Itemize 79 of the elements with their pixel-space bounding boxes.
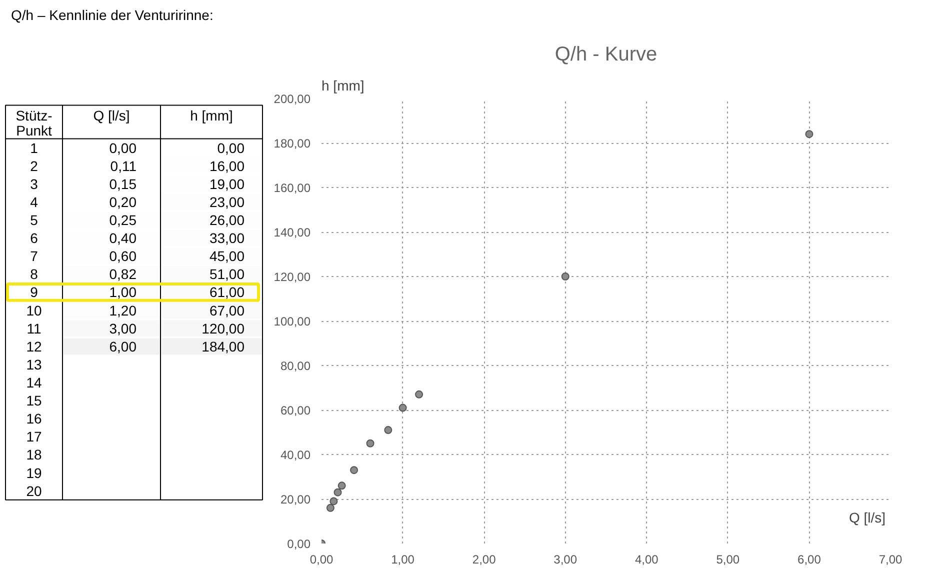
data-label: 6,00 bbox=[109, 338, 137, 354]
data-label: 19,00 bbox=[209, 176, 245, 192]
chart-title: Q/h - Kurve bbox=[554, 44, 658, 66]
data-label: 0,20 bbox=[109, 194, 137, 210]
y-tick-label: 17 bbox=[26, 428, 42, 445]
y-tick-label: 9 bbox=[30, 284, 38, 300]
x-tick-label: 5,00 bbox=[716, 552, 740, 566]
data-label: 26,00 bbox=[209, 212, 245, 228]
y-tick-label: 40,00 bbox=[280, 448, 311, 462]
y-tick-label: 20,00 bbox=[280, 492, 311, 506]
data-label: 120,00 bbox=[202, 320, 245, 336]
data-label: 0,40 bbox=[109, 230, 137, 246]
y-tick-label: 20 bbox=[26, 482, 42, 499]
x-tick-label: 2,00 bbox=[472, 552, 496, 566]
y-tick-label: 12 bbox=[26, 338, 42, 354]
data-label: 33,00 bbox=[209, 230, 245, 246]
y-tick-label: 11 bbox=[26, 320, 42, 336]
data-label: 0,00 bbox=[217, 140, 245, 156]
y-tick-label: 140,00 bbox=[274, 226, 311, 240]
y-tick-label: 6 bbox=[30, 230, 38, 246]
data-label: 0,60 bbox=[109, 248, 137, 264]
point bbox=[384, 426, 392, 434]
data-label: 0,25 bbox=[109, 212, 137, 228]
y-tick-label: 5 bbox=[30, 212, 38, 228]
y-tick-label: 120,00 bbox=[274, 270, 311, 284]
y-tick-label: 15 bbox=[26, 392, 42, 409]
x-tick-label: 3,00 bbox=[554, 552, 578, 566]
y-axis-title: h [mm] bbox=[322, 78, 364, 94]
data-label: 3,00 bbox=[109, 320, 137, 336]
x-tick-label: 6,00 bbox=[798, 552, 822, 566]
x-tick-label: 4,00 bbox=[634, 552, 659, 566]
data-label: 16,00 bbox=[209, 158, 245, 174]
data-label: 67,00 bbox=[209, 302, 245, 318]
y-tick-label: 10 bbox=[26, 302, 42, 318]
x-tick-label: 1,00 bbox=[391, 552, 415, 566]
point bbox=[334, 488, 342, 496]
point bbox=[326, 504, 334, 512]
data-label: 1,00 bbox=[109, 284, 137, 300]
y-tick-label: 7 bbox=[30, 248, 38, 264]
point bbox=[415, 390, 424, 398]
y-tick-label: 180,00 bbox=[274, 136, 311, 150]
point bbox=[805, 130, 814, 138]
point bbox=[561, 272, 570, 280]
data-label: 23,00 bbox=[209, 194, 245, 210]
data-label: 184,00 bbox=[202, 338, 245, 354]
data-label: 45,00 bbox=[209, 248, 245, 264]
data-label: 0,00 bbox=[109, 140, 137, 156]
chart-title: Q/h – Kennlinie der Venturirinne: bbox=[11, 6, 214, 25]
x-tick-label: 7,00 bbox=[878, 552, 903, 566]
y-tick-label: 80,00 bbox=[280, 359, 311, 373]
y-tick-label: 8 bbox=[30, 266, 38, 282]
y-tick-label: 13 bbox=[26, 356, 42, 372]
point bbox=[330, 497, 338, 506]
point bbox=[350, 466, 358, 474]
y-tick-label: 200,00 bbox=[274, 92, 311, 106]
y-tick-label: 0,00 bbox=[287, 537, 311, 551]
y-tick-label: 3 bbox=[30, 176, 38, 192]
point bbox=[338, 482, 346, 490]
data-label: 0,15 bbox=[109, 176, 137, 192]
y-tick-label: 19 bbox=[26, 464, 42, 481]
y-axis-title: Stütz-Punkt bbox=[16, 107, 53, 138]
data-label: 1,20 bbox=[109, 302, 137, 318]
y-tick-label: 60,00 bbox=[280, 404, 311, 418]
point bbox=[366, 439, 374, 448]
y-tick-label: 160,00 bbox=[274, 181, 311, 195]
data-label: 0,11 bbox=[110, 158, 137, 174]
y-tick-label: 100,00 bbox=[274, 314, 311, 328]
data-label: 61,00 bbox=[209, 284, 245, 300]
y-tick-label: 18 bbox=[26, 446, 42, 463]
y-tick-label: 14 bbox=[26, 374, 42, 390]
y-tick-label: 16 bbox=[26, 410, 42, 427]
data-label: 0,82 bbox=[109, 266, 137, 282]
point bbox=[398, 404, 407, 412]
x-axis-title: Q [l/s] bbox=[848, 510, 886, 526]
y-tick-label: 1 bbox=[30, 140, 38, 156]
y-tick-label: 4 bbox=[30, 194, 38, 210]
data-label: 51,00 bbox=[209, 266, 245, 282]
x-tick-label: 0,00 bbox=[310, 552, 334, 566]
y-tick-label: 2 bbox=[30, 158, 38, 174]
